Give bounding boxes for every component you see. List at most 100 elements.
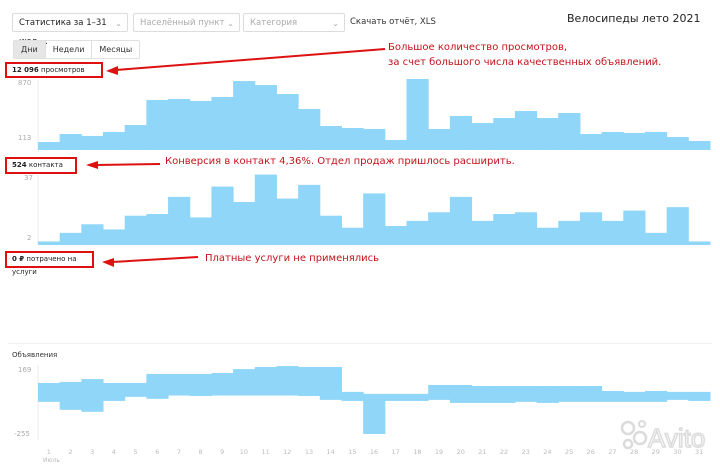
x-tick-label: 23 [521, 448, 530, 456]
contacts-bar [168, 196, 191, 245]
city-placeholder: Населённый пункт [140, 18, 225, 28]
x-tick-label: 5 [133, 448, 138, 456]
arrow-head-views [106, 66, 118, 75]
contacts-bar [601, 220, 624, 245]
views-bar [254, 85, 277, 150]
listings-range-bar [189, 373, 212, 396]
x-tick-label: 12 [283, 448, 292, 456]
spent-summary: 0 ₽ потрачено на услуги [5, 251, 94, 276]
views-bar [168, 98, 191, 150]
views-annotation: Большое количество просмотров, за счет бо… [388, 42, 662, 68]
contacts-bar [384, 226, 408, 245]
x-tick-label: 18 [413, 448, 422, 456]
views-bar [146, 100, 169, 150]
x-tick-label: 21 [478, 448, 487, 456]
download-xls-link[interactable]: Скачать отчёт, XLS [350, 17, 436, 27]
divider [8, 343, 712, 344]
listings-ytick-max: 169 [18, 366, 32, 374]
listings-range-bar [688, 391, 711, 401]
listings-range-bar [428, 384, 451, 400]
listings-title: Объявления [12, 351, 58, 359]
contacts-bar [623, 210, 646, 245]
contacts-bar [688, 241, 711, 245]
listings-range-bar [493, 386, 516, 403]
contacts-bar [298, 184, 321, 245]
x-tick-label: 3 [90, 448, 95, 456]
views-bar [493, 118, 516, 150]
arrow-views [115, 48, 386, 71]
listings-range-bar [536, 386, 559, 403]
annotation-arrows [86, 48, 386, 267]
tab-months[interactable]: Месяцы [99, 45, 133, 54]
x-tick-label: 15 [348, 448, 357, 456]
x-month-label: Июль [43, 457, 60, 464]
x-tick-label: 25 [564, 448, 574, 456]
contacts-bar [666, 207, 689, 245]
views-bar [59, 134, 82, 150]
listings-range-bar [579, 386, 603, 402]
x-tick-label: 6 [155, 448, 160, 456]
views-bar [558, 113, 581, 150]
views-bar [233, 81, 256, 150]
listings-range-bar [601, 390, 624, 402]
arrow-contacts [95, 163, 161, 166]
page-title: Велосипеды лето 2021 [567, 12, 701, 25]
views-bar [211, 97, 234, 150]
views-label: просмотров [41, 66, 85, 74]
views-count: 12 096 [12, 66, 39, 74]
listings-range-bar [384, 393, 408, 401]
listings-range-bar [341, 391, 364, 401]
views-bar [644, 131, 668, 150]
x-tick-label: 31 [695, 448, 704, 456]
views-bar [579, 134, 603, 150]
contacts-annotation: Конверсия в контакт 4,36%. Отдел продаж … [165, 156, 515, 167]
contacts-summary: 524 контакта [5, 157, 77, 174]
contacts-bar [536, 227, 559, 245]
x-tick-label: 11 [261, 448, 270, 456]
listings-range-bar [319, 366, 342, 400]
listings-range-bar [254, 366, 277, 396]
listings-range-bar [146, 373, 169, 399]
listings-range-bar [449, 384, 473, 403]
views-bar [341, 127, 364, 150]
tab-days[interactable]: Дни [14, 41, 46, 58]
views-bar [449, 115, 473, 150]
x-tick-label: 4 [111, 448, 116, 456]
views-bar [428, 128, 451, 150]
contacts-ytick-min: 2 [27, 234, 32, 242]
views-bar [514, 111, 538, 150]
chevron-down-icon: ⌄ [332, 19, 339, 28]
x-tick-label: 17 [391, 448, 400, 456]
x-tick-label: 26 [586, 448, 595, 456]
x-tick-label: 20 [456, 448, 465, 456]
category-select[interactable]: Категория ⌄ [243, 13, 345, 32]
x-tick-label: 13 [304, 448, 314, 456]
views-bar [666, 136, 689, 150]
views-bar [81, 135, 104, 150]
x-tick-label: 22 [499, 448, 509, 456]
contacts-bar [341, 227, 364, 245]
listings-ytick-min: -255 [14, 430, 30, 438]
listings-range-bar [103, 382, 126, 401]
contacts-bar [579, 212, 603, 245]
contacts-bar [276, 198, 299, 245]
views-bar [384, 140, 408, 150]
x-tick-label: 10 [239, 448, 249, 456]
contacts-bar [81, 224, 104, 245]
x-tick-label: 28 [629, 448, 639, 456]
listings-range-bar [644, 390, 668, 402]
city-select[interactable]: Населённый пункт ⌄ [133, 13, 240, 32]
x-tick-label: 7 [176, 448, 181, 456]
arrow-head-contacts [86, 161, 98, 169]
category-placeholder: Категория [250, 18, 298, 28]
listings-range-bar [81, 379, 104, 412]
tab-weeks[interactable]: Недели [46, 41, 93, 58]
contacts-bar [514, 212, 538, 245]
listings-range-bar [38, 382, 61, 402]
x-tick-label: 24 [543, 448, 552, 456]
views-bar [688, 140, 711, 150]
x-tick-label: 19 [434, 448, 444, 456]
views-bar [38, 141, 61, 150]
x-tick-label: 27 [608, 448, 617, 456]
